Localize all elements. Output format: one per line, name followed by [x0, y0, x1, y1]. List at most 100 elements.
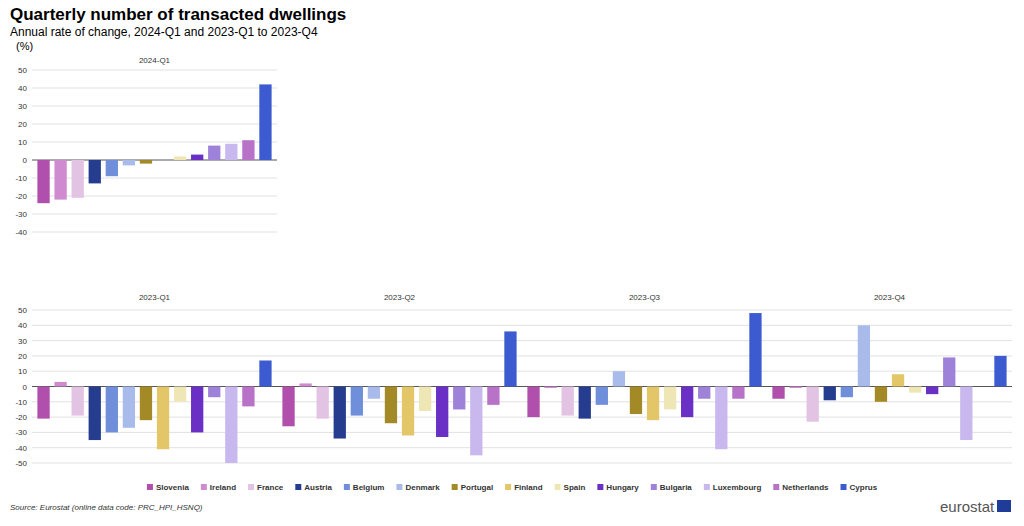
bar [54, 160, 66, 200]
bar [504, 331, 516, 386]
grid-line [32, 232, 277, 233]
bar [123, 387, 135, 428]
grid-line [767, 325, 1012, 326]
grid-line [32, 124, 277, 125]
bar [89, 160, 101, 183]
y-tick-label: -10 [15, 174, 27, 183]
grid-line [277, 355, 522, 356]
bar [299, 383, 311, 386]
legend-swatch [396, 484, 402, 490]
grid-line [767, 310, 1012, 311]
bar [106, 387, 118, 433]
y-tick-label: -40 [15, 444, 27, 453]
grid-line [277, 417, 522, 418]
bar [37, 160, 49, 203]
grid-line [32, 310, 277, 311]
panel-title: 2023-Q3 [629, 293, 661, 302]
y-tick-label: 20 [18, 352, 27, 361]
bar [140, 160, 152, 164]
grid-line [32, 142, 277, 143]
grid-line [277, 340, 522, 341]
y-tick-label: 50 [18, 66, 27, 75]
panel-title: 2023-Q1 [139, 293, 171, 302]
grid-line [522, 310, 767, 311]
bar [858, 325, 870, 386]
bar [242, 140, 254, 160]
bar [681, 387, 693, 418]
grid-line [767, 432, 1012, 433]
bar [841, 387, 853, 398]
grid-line [32, 355, 277, 356]
legend-swatch [452, 484, 458, 490]
bar [562, 387, 574, 416]
panel: 2023-Q1-50-40-30-20-1001020304050 [15, 293, 277, 468]
panel-title: 2023-Q4 [874, 293, 906, 302]
grid-line [32, 106, 277, 107]
bar [208, 146, 220, 160]
subtitle: Annual rate of change, 2024-Q1 and 2023-… [10, 25, 318, 39]
bar [732, 387, 744, 399]
legend-label: Portugal [461, 483, 493, 492]
bar [579, 387, 591, 419]
bar [191, 387, 203, 433]
legend-swatch [201, 484, 207, 490]
legend-swatch [597, 484, 603, 490]
y-tick-label: -40 [15, 228, 27, 237]
bar [647, 387, 659, 421]
logo-text: eurostat [940, 498, 995, 515]
bar [909, 387, 921, 393]
y-tick-label: -30 [15, 210, 27, 219]
bar [208, 387, 220, 398]
grid-line [767, 447, 1012, 448]
bar [282, 387, 294, 427]
legend-swatch [295, 484, 301, 490]
bar [385, 387, 397, 424]
page: {"header": {"title": "Quarterly number o… [0, 0, 1024, 526]
bar [436, 387, 448, 437]
y-tick-label: 0 [23, 383, 28, 392]
y-tick-label: -20 [15, 192, 27, 201]
bar [664, 387, 676, 410]
bar [487, 387, 499, 405]
bar [960, 387, 972, 441]
grid-line [32, 178, 277, 179]
bar [749, 313, 761, 386]
bar [789, 387, 801, 389]
legend-label: Cyprus [850, 483, 878, 492]
panel-title: 2023-Q2 [384, 293, 416, 302]
grid-line [522, 325, 767, 326]
panel: 2024-Q1-40-30-20-1001020304050 [15, 56, 277, 237]
grid-line [522, 432, 767, 433]
grid-line [277, 371, 522, 372]
bar [715, 387, 727, 450]
grid-line [767, 401, 1012, 402]
legend-label: France [257, 483, 284, 492]
legend-label: Austria [304, 483, 332, 492]
bar [994, 356, 1006, 387]
grid-line [32, 371, 277, 372]
y-tick-label: 20 [18, 120, 27, 129]
grid-line [32, 340, 277, 341]
bar [943, 357, 955, 386]
bar [225, 387, 237, 464]
logo-flag [997, 500, 1011, 512]
bars [527, 313, 761, 449]
bar [419, 387, 431, 411]
bars [282, 331, 516, 455]
legend-label: Belgium [353, 483, 385, 492]
y-tick-label: -50 [15, 459, 27, 468]
legend-label: Ireland [210, 483, 236, 492]
unit-label: (%) [16, 40, 33, 52]
y-tick-label: -20 [15, 413, 27, 422]
bar [225, 144, 237, 160]
legend-swatch [248, 484, 254, 490]
panel: 2023-Q3 [522, 293, 767, 463]
legend-label: Luxembourg [713, 483, 762, 492]
grid-line [767, 340, 1012, 341]
grid-line [522, 401, 767, 402]
grid-line [32, 432, 277, 433]
bar [157, 387, 169, 450]
grid-line [32, 70, 277, 71]
bar [596, 387, 608, 405]
bar [402, 387, 414, 436]
